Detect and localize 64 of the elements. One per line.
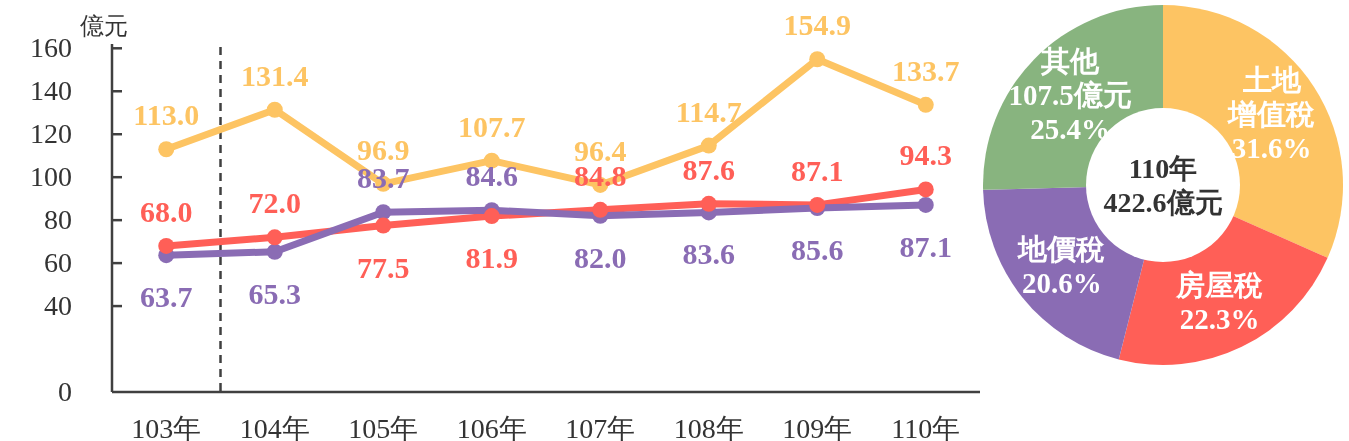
text: 110年: [1128, 153, 1198, 184]
data-label: 154.9: [783, 8, 851, 42]
point: [917, 196, 934, 213]
x-tick-label: 105年: [348, 413, 419, 441]
data-label: 107.7: [458, 109, 526, 143]
point: [917, 181, 934, 198]
data-label: 87.1: [899, 229, 952, 263]
y-tick-label: 160: [30, 32, 72, 64]
point: [375, 217, 392, 234]
data-label: 87.1: [791, 153, 844, 187]
y-tick-label: 120: [30, 118, 72, 150]
slice-label: 房屋稅: [1175, 268, 1264, 301]
x-tick-label: 104年: [239, 413, 310, 441]
data-label: 96.9: [357, 132, 410, 166]
point: [700, 137, 717, 154]
y-tick-label: 80: [44, 204, 72, 236]
data-label: 131.4: [241, 58, 309, 92]
slice-label: 其他: [1040, 44, 1101, 77]
x-tick-label: 106年: [456, 413, 527, 441]
data-label: 94.3: [899, 138, 952, 172]
point: [266, 101, 283, 118]
data-label: 82.0: [574, 240, 627, 274]
y-tick-label: 0: [58, 376, 72, 407]
point: [809, 51, 826, 68]
y-tick-label: 40: [44, 290, 72, 322]
point: [158, 141, 175, 158]
data-label: 65.3: [248, 276, 301, 310]
point: [592, 201, 609, 218]
point: [700, 195, 717, 212]
data-label: 85.6: [791, 233, 844, 267]
data-label: 114.7: [675, 94, 742, 128]
slice-label: 地價稅: [1016, 232, 1106, 265]
slice-label: 土地增值稅: [1226, 64, 1316, 131]
data-label: 83.6: [682, 237, 735, 271]
point: [917, 96, 934, 113]
data-label: 68.0: [140, 194, 193, 228]
data-label: 77.5: [357, 250, 410, 284]
data-label: 22.3%: [1179, 302, 1260, 335]
x-tick-label: 103年: [131, 413, 202, 441]
y-tick-label: 60: [44, 247, 72, 279]
data-label: 20.6%: [1021, 266, 1102, 299]
point: [375, 204, 392, 221]
point: [158, 237, 175, 254]
data-label: 81.9: [465, 241, 518, 275]
point: [483, 208, 500, 225]
data-label: 31.6%: [1231, 132, 1312, 165]
y-axis-title: 億元: [80, 13, 128, 39]
x-tick-label: 107年: [565, 413, 636, 441]
point: [266, 243, 283, 260]
data-label: 84.6: [465, 159, 518, 193]
data-label: 113.0: [133, 98, 200, 132]
point: [266, 229, 283, 246]
y-tick-label: 100: [30, 161, 72, 193]
y-tick-label: 140: [30, 75, 72, 107]
data-label: 63.7: [140, 280, 193, 314]
x-tick-label: 108年: [673, 413, 744, 441]
point: [809, 196, 826, 213]
data-label: 133.7: [892, 53, 960, 87]
x-tick-label: 109年: [782, 413, 853, 441]
data-label: 72.0: [248, 186, 301, 220]
text: 422.6億元: [1103, 187, 1223, 218]
data-label: 107.5億元 25.4%: [1008, 78, 1132, 145]
data-label: 87.6: [682, 152, 735, 186]
x-tick-label: 110年: [891, 413, 961, 441]
